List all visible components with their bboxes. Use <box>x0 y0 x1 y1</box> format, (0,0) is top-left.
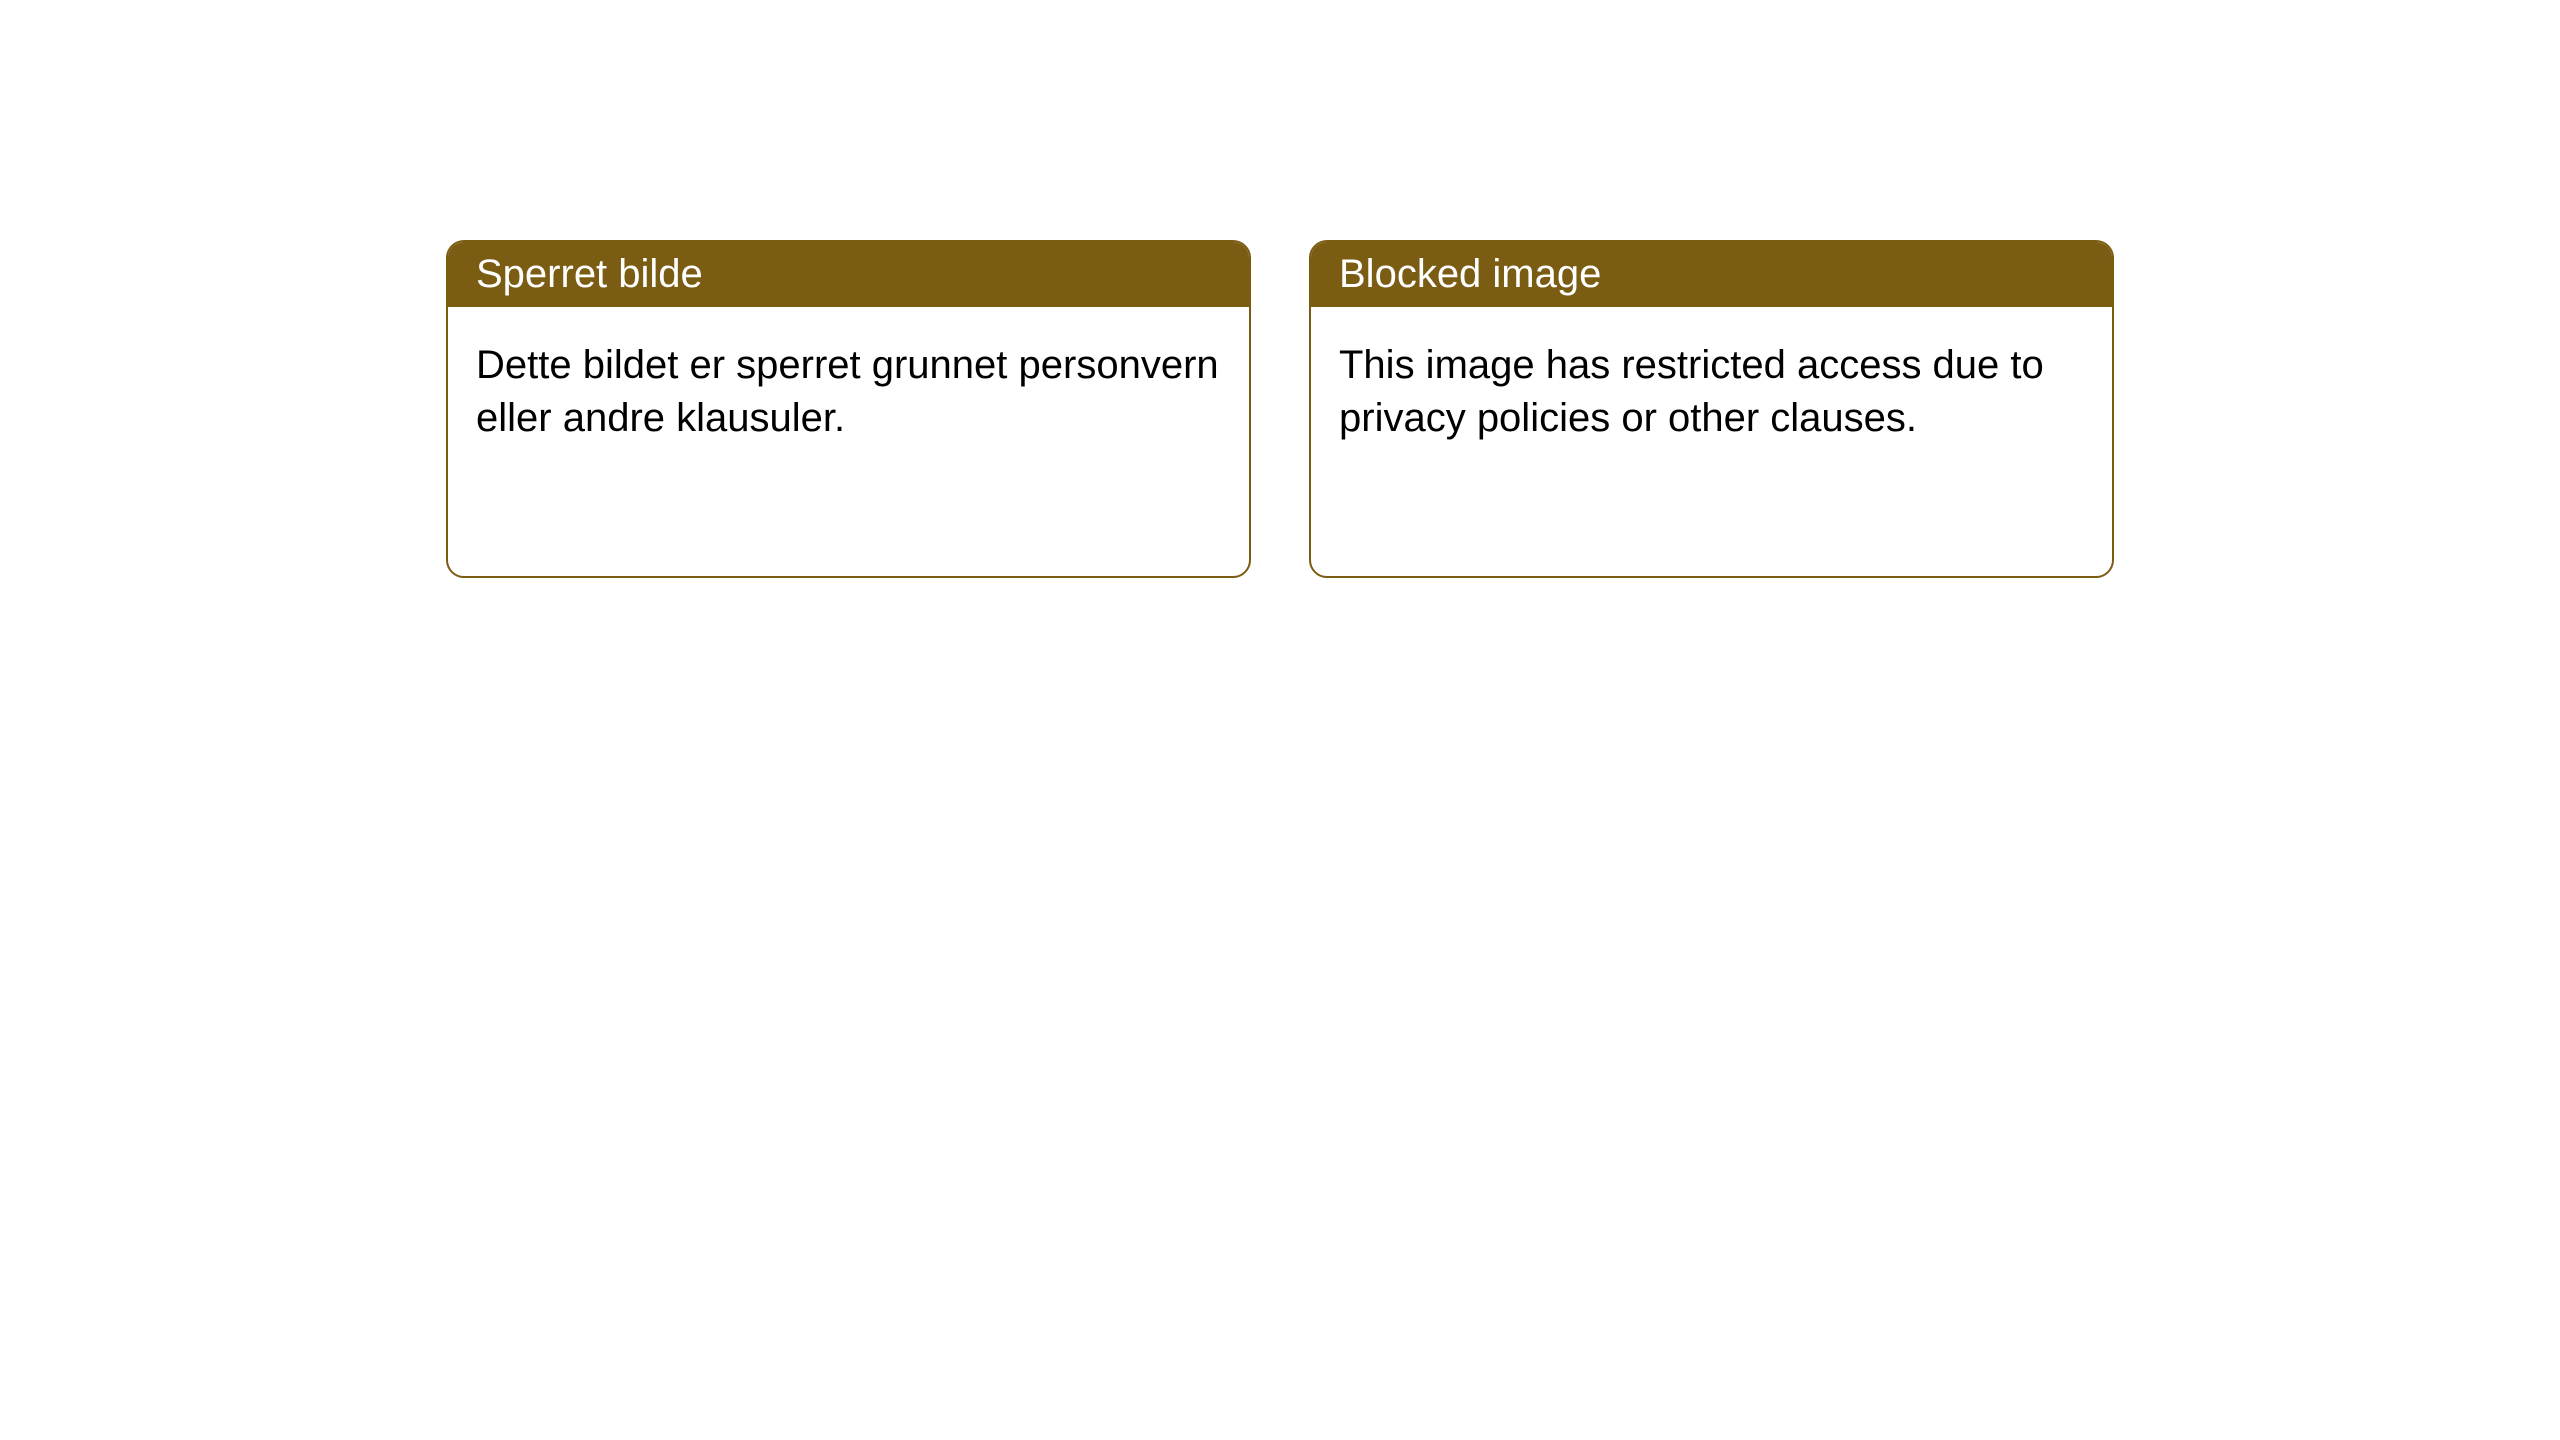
notice-card-norwegian: Sperret bilde Dette bildet er sperret gr… <box>446 240 1251 578</box>
notice-title: Blocked image <box>1339 252 1601 296</box>
notice-header: Blocked image <box>1311 242 2112 307</box>
notice-body: Dette bildet er sperret grunnet personve… <box>448 307 1249 477</box>
notice-title: Sperret bilde <box>476 252 703 296</box>
notice-container: Sperret bilde Dette bildet er sperret gr… <box>446 240 2114 578</box>
notice-body: This image has restricted access due to … <box>1311 307 2112 477</box>
notice-message: This image has restricted access due to … <box>1339 343 2044 440</box>
notice-message: Dette bildet er sperret grunnet personve… <box>476 343 1219 440</box>
notice-card-english: Blocked image This image has restricted … <box>1309 240 2114 578</box>
notice-header: Sperret bilde <box>448 242 1249 307</box>
